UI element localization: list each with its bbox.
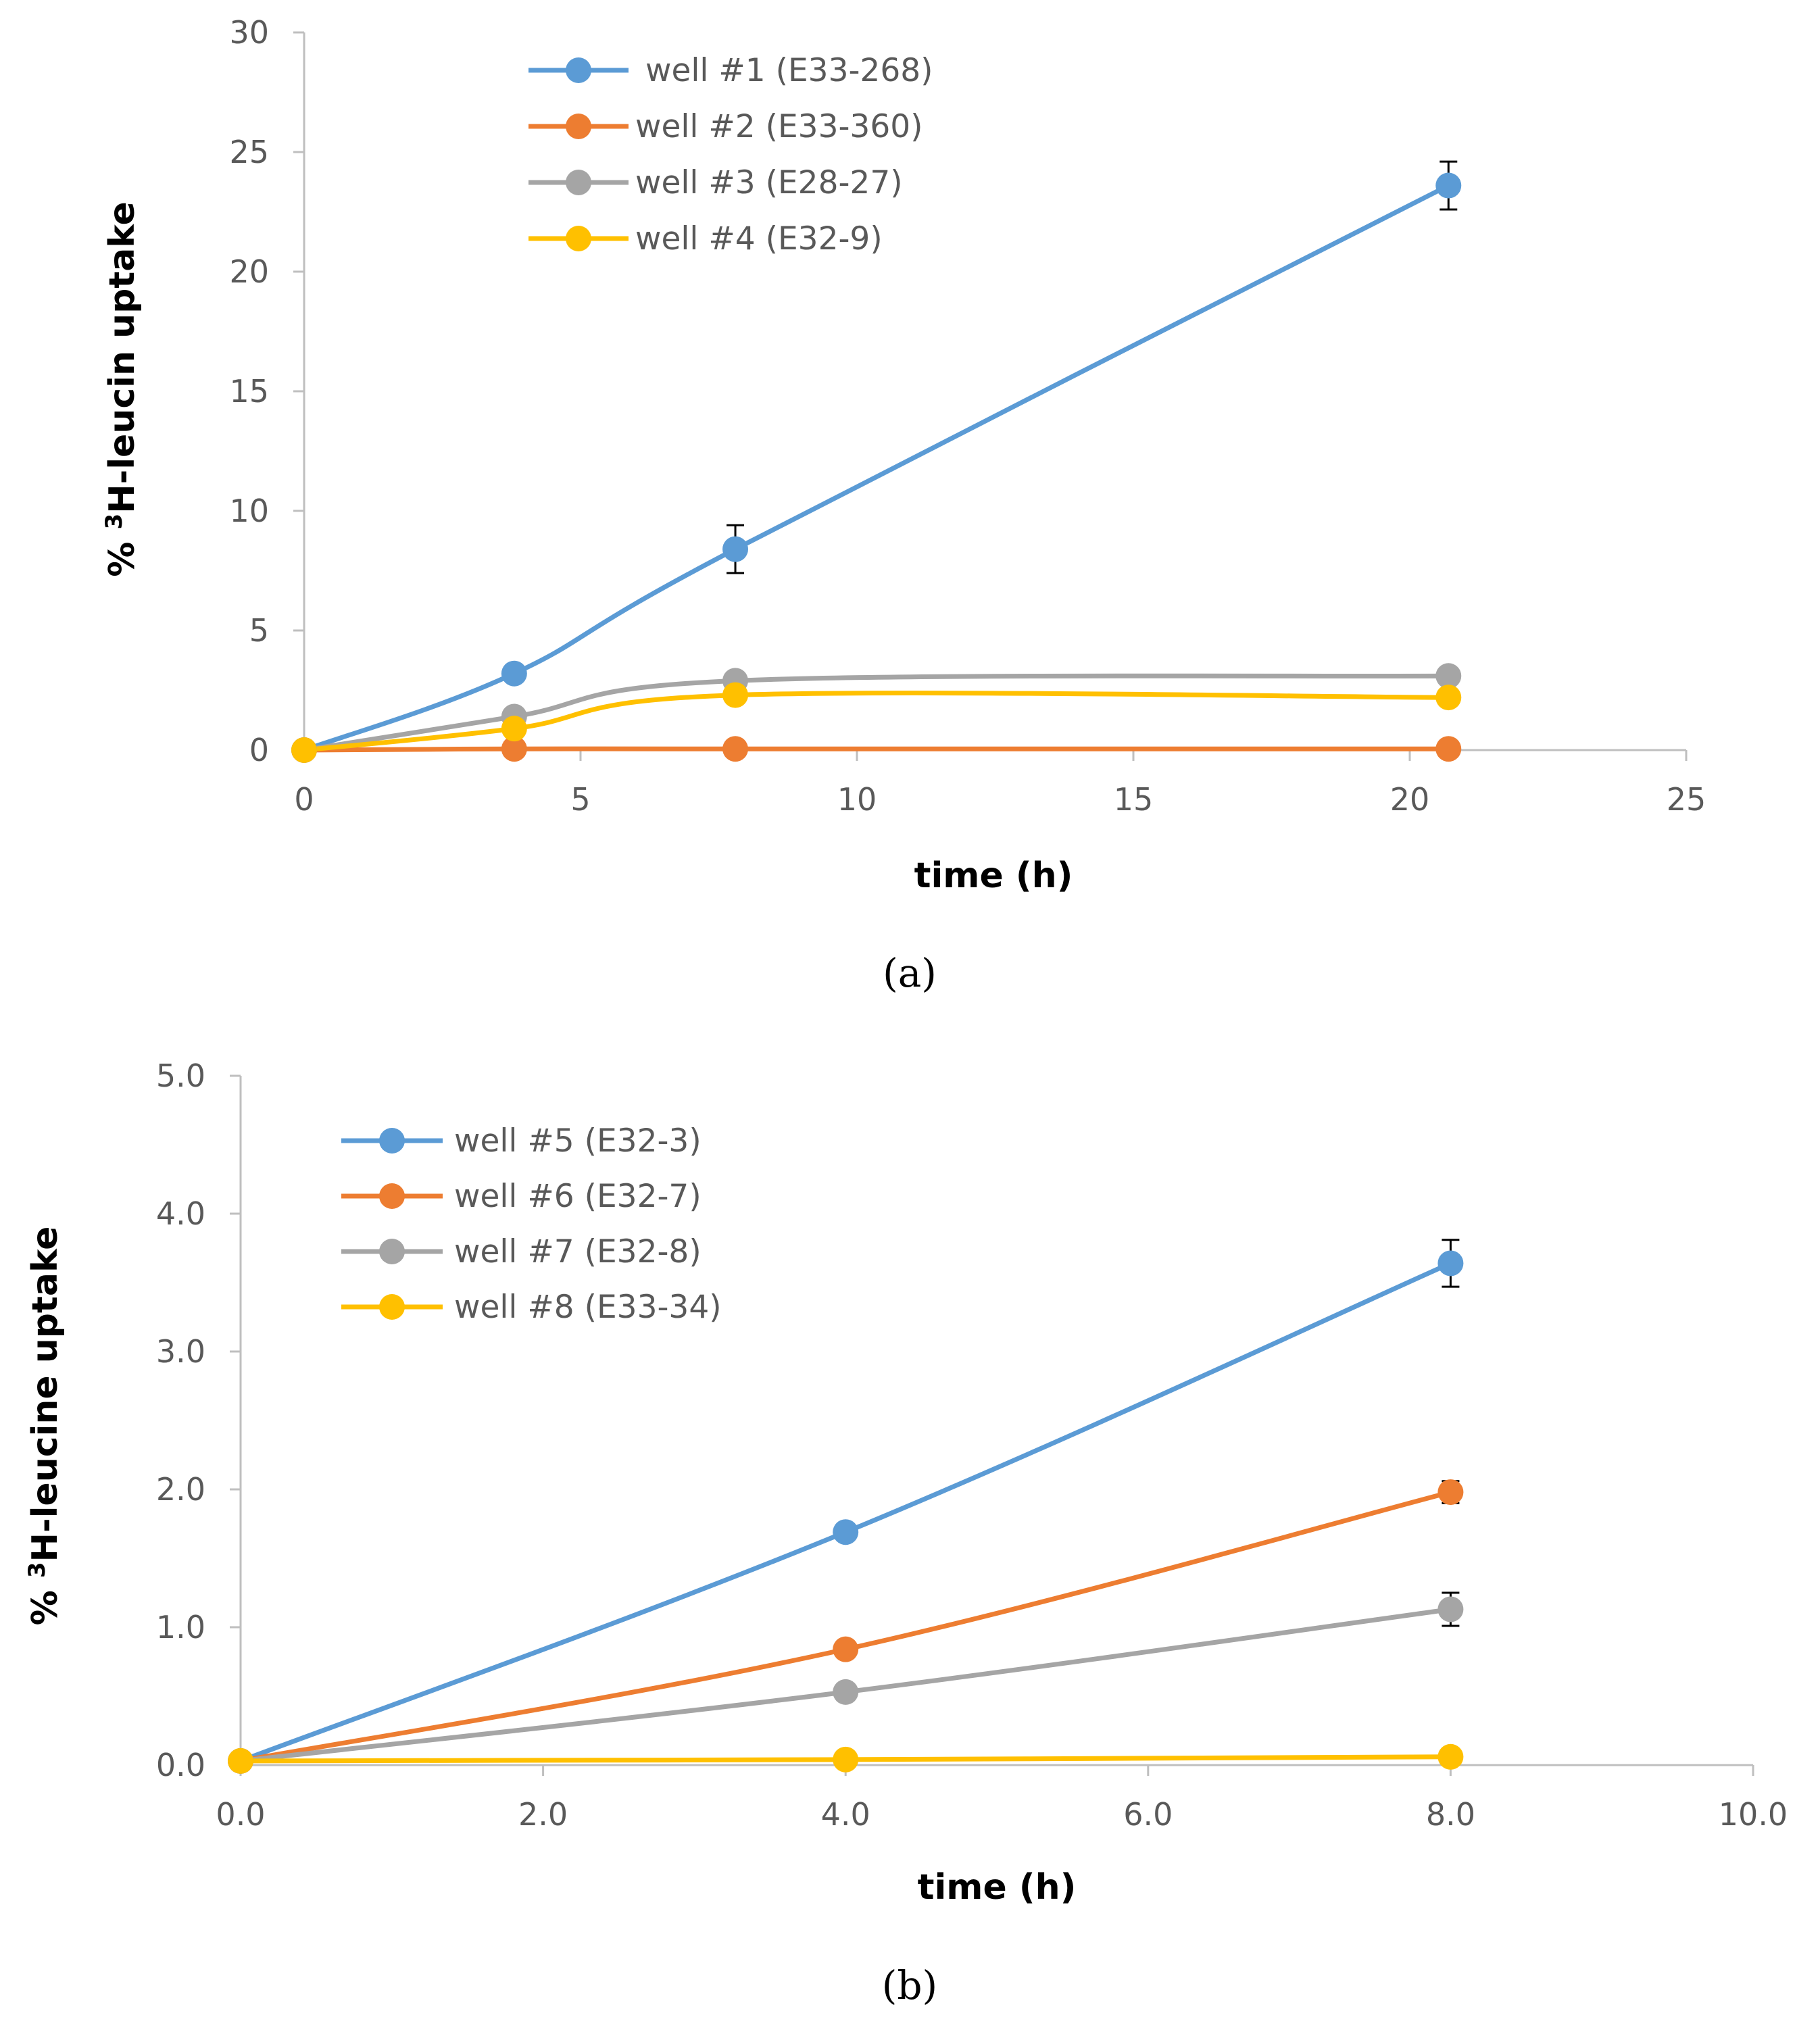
data-point-b-3 bbox=[833, 1679, 859, 1705]
legend-marker bbox=[379, 1128, 405, 1154]
x-tick-label: 20 bbox=[1390, 781, 1430, 818]
legend-marker bbox=[566, 114, 591, 139]
data-point-b-4 bbox=[833, 1746, 859, 1773]
x-tick-label: 0 bbox=[294, 781, 314, 818]
series-line-a-1 bbox=[303, 183, 1450, 753]
y-tick-label: 20 bbox=[229, 253, 269, 290]
x-axis-title-b: time (h) bbox=[918, 1867, 1077, 1908]
data-point-b-2 bbox=[1437, 1479, 1464, 1506]
legend-label: well #7 (E32-8) bbox=[454, 1233, 702, 1270]
y-axis-title-b: % 3H-leucine uptake bbox=[24, 1226, 66, 1626]
series-line-a-4 bbox=[303, 691, 1449, 753]
data-point-a-2 bbox=[1435, 736, 1462, 762]
y-tick-label: 4.0 bbox=[156, 1195, 205, 1232]
data-point-b-4 bbox=[228, 1748, 253, 1774]
series-line-a-2 bbox=[303, 746, 1449, 753]
y-tick-label: 25 bbox=[229, 134, 269, 170]
legend-label: well #8 (E33-34) bbox=[454, 1289, 722, 1326]
x-tick-label: 8.0 bbox=[1426, 1796, 1475, 1833]
data-point-a-4 bbox=[501, 716, 527, 742]
data-point-a-1 bbox=[501, 660, 527, 687]
data-point-b-3 bbox=[1437, 1596, 1464, 1622]
y-tick-label: 1.0 bbox=[156, 1609, 205, 1645]
legend-label: well #2 (E33-360) bbox=[635, 108, 923, 145]
data-point-a-4 bbox=[291, 737, 317, 763]
x-tick-label: 10 bbox=[837, 781, 877, 818]
y-tick-label: 0.0 bbox=[156, 1747, 205, 1783]
legend-marker bbox=[379, 1239, 405, 1264]
x-tick-label: 10.0 bbox=[1719, 1796, 1788, 1833]
data-point-b-1 bbox=[1437, 1250, 1464, 1277]
legend-label: well #3 (E28-27) bbox=[635, 164, 903, 201]
x-tick-label: 4.0 bbox=[821, 1796, 870, 1833]
legend-marker bbox=[379, 1294, 405, 1320]
data-point-a-1 bbox=[722, 536, 749, 562]
data-point-b-1 bbox=[833, 1519, 859, 1545]
x-axis-title-a: time (h) bbox=[914, 856, 1073, 896]
panel-label-b: (b) bbox=[882, 1962, 937, 2008]
legend-marker bbox=[566, 226, 591, 251]
data-point-a-4 bbox=[1435, 685, 1462, 711]
x-tick-label: 25 bbox=[1667, 781, 1706, 818]
y-tick-label: 30 bbox=[229, 14, 269, 51]
y-axis-title-a: % 3H-leucin uptake bbox=[101, 201, 143, 577]
y-tick-label: 5 bbox=[249, 612, 269, 649]
data-point-a-4 bbox=[722, 682, 749, 708]
x-tick-label: 6.0 bbox=[1123, 1796, 1173, 1833]
legend-marker bbox=[566, 57, 591, 83]
legend-label: well #6 (E32-7) bbox=[454, 1178, 702, 1215]
y-tick-label: 3.0 bbox=[156, 1333, 205, 1370]
legend-label: well #4 (E32-9) bbox=[635, 220, 883, 257]
y-tick-label: 5.0 bbox=[156, 1058, 205, 1094]
chart-panel-b: % 3H-leucine uptake time (h) (b) 0.0 1.0 2… bbox=[24, 1058, 1788, 2008]
data-point-b-2 bbox=[833, 1636, 859, 1662]
data-point-b-4 bbox=[1437, 1743, 1464, 1770]
x-tick-label: 2.0 bbox=[518, 1796, 568, 1833]
legend-label: well #1 (E33-268) bbox=[645, 52, 933, 89]
data-point-a-2 bbox=[722, 736, 749, 762]
x-tick-label: 0.0 bbox=[216, 1796, 265, 1833]
chart-panel-a: % 3H-leucin uptake time (h) (a) 0 5 10 15 20… bbox=[101, 14, 1706, 996]
legend-label: well #5 (E32-3) bbox=[454, 1122, 702, 1160]
x-tick-label: 15 bbox=[1114, 781, 1154, 818]
y-tick-label: 10 bbox=[229, 493, 269, 529]
x-tick-label: 5 bbox=[570, 781, 590, 818]
y-tick-label: 2.0 bbox=[156, 1471, 205, 1508]
legend-marker bbox=[379, 1183, 405, 1209]
series-line-a-3 bbox=[303, 673, 1449, 753]
y-tick-label: 15 bbox=[229, 373, 269, 410]
panel-label-a: (a) bbox=[883, 950, 937, 996]
legend-marker bbox=[566, 170, 591, 195]
data-point-a-3 bbox=[1435, 663, 1462, 689]
data-point-a-2 bbox=[501, 736, 527, 762]
y-tick-label: 0 bbox=[249, 732, 269, 768]
data-point-a-1 bbox=[1435, 172, 1462, 199]
